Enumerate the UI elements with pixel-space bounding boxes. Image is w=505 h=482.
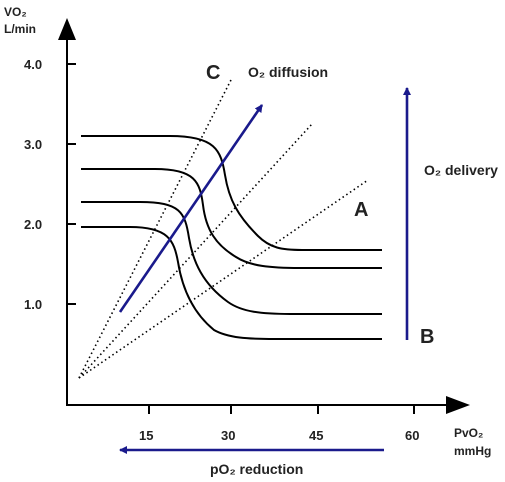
x-axis-title-line1: PvO₂ [454, 426, 483, 440]
y-tick-label: 2.0 [24, 217, 42, 232]
diffusion-lines [78, 77, 369, 379]
y-tick-label: 3.0 [24, 137, 42, 152]
blue-arrows [118, 87, 411, 454]
label-point-a: A [354, 199, 368, 221]
y-axis-title-line2: L/min [4, 22, 36, 36]
x-tick-label: 15 [139, 428, 153, 443]
y-axis-title-line1: VO₂ [4, 5, 27, 19]
vo2-curves [81, 135, 382, 340]
o2-delivery-label: O₂ delivery [424, 162, 498, 178]
x-axis-title-line2: mmHg [454, 444, 491, 458]
x-axis-arrowhead [446, 396, 470, 414]
vo2-curve-4 [81, 226, 382, 340]
label-point-c: C [206, 62, 220, 84]
axes [58, 18, 470, 414]
x-tick-label: 45 [309, 428, 323, 443]
x-tick-label: 30 [221, 428, 235, 443]
o2-diffusion-arrow [118, 104, 264, 313]
po2-reduction-label: pO₂ reduction [210, 461, 303, 477]
o2-diffusion-label: O₂ diffusion [248, 64, 328, 80]
y-tick-label: 4.0 [24, 57, 42, 72]
vo2-curve-2 [81, 168, 382, 269]
label-point-b: B [420, 326, 434, 348]
vo2-curve-1 [81, 135, 382, 251]
y-axis-arrowhead [58, 18, 76, 40]
diffusion-line-shallow [78, 179, 369, 379]
vo2-curve-3 [81, 201, 382, 315]
diffusion-line-medium [78, 123, 313, 379]
y-tick-label: 1.0 [24, 297, 42, 312]
x-tick-label: 60 [405, 428, 419, 443]
